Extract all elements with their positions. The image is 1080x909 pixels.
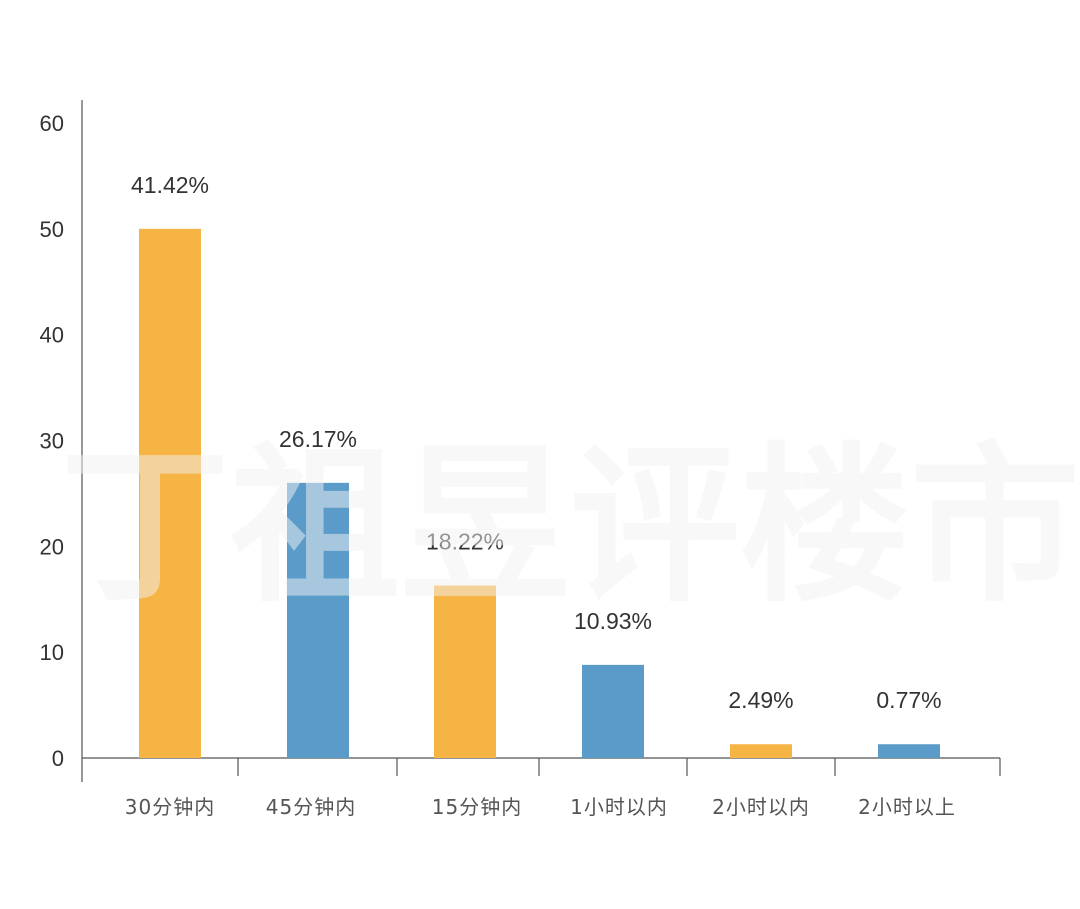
y-tick-label: 30 bbox=[40, 429, 64, 454]
category-label: 2小时以上 bbox=[858, 795, 956, 819]
category-label: 30分钟内 bbox=[125, 795, 215, 819]
y-tick-label: 20 bbox=[40, 534, 64, 559]
data-label: 0.77% bbox=[876, 687, 941, 713]
data-label: 26.17% bbox=[279, 426, 357, 452]
data-label: 10.93% bbox=[574, 608, 652, 634]
bar bbox=[434, 585, 496, 758]
y-tick-label: 50 bbox=[40, 217, 64, 242]
category-label: 15分钟内 bbox=[432, 795, 522, 819]
data-label: 2.49% bbox=[728, 687, 793, 713]
bar bbox=[878, 744, 940, 758]
category-label: 1小时以内 bbox=[570, 795, 668, 819]
category-label: 2小时以内 bbox=[712, 795, 810, 819]
x-axis-tick-marks bbox=[237, 758, 1001, 776]
y-tick-label: 60 bbox=[40, 111, 64, 136]
data-labels: 41.42% 26.17% 18.22% 10.93% 2.49% 0.77% bbox=[131, 172, 942, 713]
y-axis-tick-labels: 0 10 20 30 40 50 60 bbox=[40, 111, 64, 771]
bars bbox=[139, 228, 940, 759]
bar bbox=[139, 228, 201, 759]
bar bbox=[730, 744, 792, 758]
axes bbox=[81, 100, 1000, 782]
bar bbox=[287, 482, 349, 758]
y-tick-label: 10 bbox=[40, 640, 64, 665]
data-label: 18.22% bbox=[426, 528, 504, 554]
data-label: 41.42% bbox=[131, 172, 209, 198]
category-label: 45分钟内 bbox=[266, 795, 356, 819]
y-tick-label: 40 bbox=[40, 323, 64, 348]
category-labels: 30分钟内 45分钟内 15分钟内 1小时以内 2小时以内 2小时以上 bbox=[125, 795, 956, 819]
y-tick-label: 0 bbox=[52, 746, 64, 771]
bar bbox=[582, 664, 644, 758]
watermark: 丁祖昱评楼市 bbox=[60, 426, 1080, 626]
